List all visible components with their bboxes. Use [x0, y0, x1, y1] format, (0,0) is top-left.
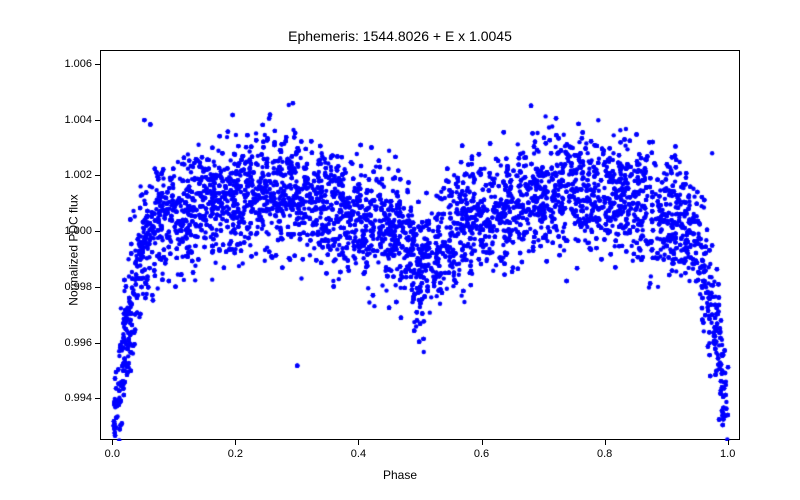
x-axis-label: Phase [0, 468, 800, 482]
chart-title: Ephemeris: 1544.8026 + E x 1.0045 [0, 28, 800, 44]
y-tick-mark [95, 231, 100, 232]
x-tick-mark [605, 440, 606, 445]
y-tick-label: 1.000 [52, 225, 92, 237]
x-tick-label: 0.2 [228, 448, 243, 460]
y-tick-label: 1.004 [52, 114, 92, 126]
x-tick-label: 0.0 [105, 448, 120, 460]
x-tick-label: 0.6 [474, 448, 489, 460]
x-tick-mark [112, 440, 113, 445]
scatter-canvas [101, 51, 741, 441]
x-tick-label: 0.8 [597, 448, 612, 460]
x-tick-mark [358, 440, 359, 445]
x-tick-label: 0.4 [351, 448, 366, 460]
y-tick-mark [95, 64, 100, 65]
x-tick-label: 1.0 [720, 448, 735, 460]
y-tick-label: 1.002 [52, 169, 92, 181]
x-tick-mark [482, 440, 483, 445]
y-tick-mark [95, 287, 100, 288]
y-tick-label: 0.996 [52, 337, 92, 349]
y-tick-mark [95, 120, 100, 121]
y-tick-label: 1.006 [52, 58, 92, 70]
y-tick-mark [95, 343, 100, 344]
y-tick-label: 0.994 [52, 392, 92, 404]
y-tick-mark [95, 398, 100, 399]
x-tick-mark [728, 440, 729, 445]
y-tick-label: 0.998 [52, 281, 92, 293]
y-tick-mark [95, 175, 100, 176]
chart-container: Ephemeris: 1544.8026 + E x 1.0045 Normal… [0, 0, 800, 500]
plot-area [100, 50, 740, 440]
x-tick-mark [235, 440, 236, 445]
